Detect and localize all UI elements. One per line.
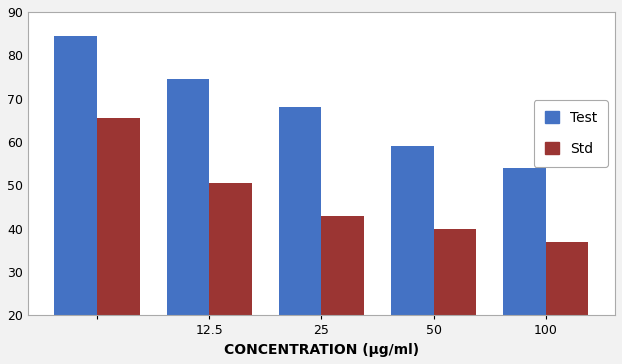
Bar <box>55 36 97 364</box>
Legend: Test, Std: Test, Std <box>534 100 608 167</box>
Bar <box>322 216 364 364</box>
Bar <box>503 168 545 364</box>
Bar <box>209 183 252 364</box>
X-axis label: CONCENTRATION (μg/ml): CONCENTRATION (μg/ml) <box>224 343 419 357</box>
Bar <box>391 146 434 364</box>
Bar <box>279 107 322 364</box>
Bar <box>434 229 476 364</box>
Bar <box>97 118 140 364</box>
Bar <box>167 79 209 364</box>
Bar <box>545 242 588 364</box>
